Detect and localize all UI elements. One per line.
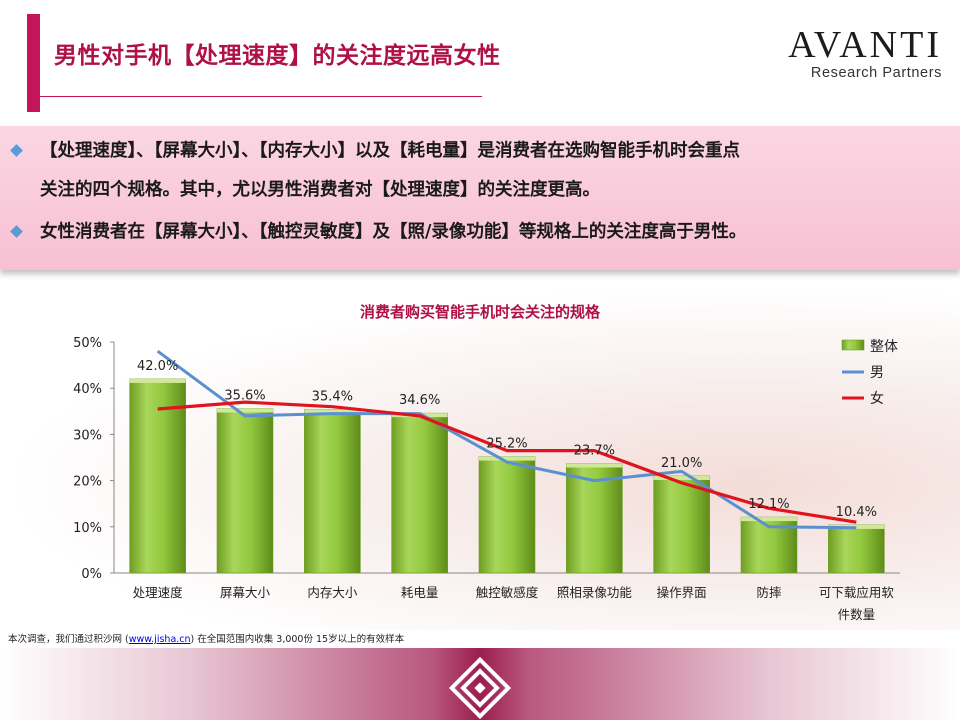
footnote-text-before: 本次调查，我们通过积沙网 (	[8, 634, 129, 645]
page-title: 男性对手机【处理速度】的关注度远高女性	[54, 43, 501, 69]
footnote-text-after: ) 在全国范围内收集 3,000份 15岁以上的有效样本	[190, 634, 405, 645]
bar-top-highlight	[217, 408, 273, 413]
bar-overall	[828, 524, 885, 574]
finding-line-3: 女性消费者在【屏幕大小】、【触控灵敏度】及【照/录像功能】等规格上的关注度高于男…	[40, 222, 747, 242]
bar-overall	[478, 456, 536, 574]
x-category-label: 照相录像功能	[557, 585, 633, 600]
y-tick-label: 30%	[73, 428, 102, 443]
data-label: 42.0%	[137, 359, 178, 374]
bar-overall	[129, 378, 186, 574]
bar-top-highlight	[566, 463, 623, 468]
data-label: 12.1%	[748, 497, 789, 512]
data-label: 10.4%	[836, 505, 877, 520]
company-logo: AVANTI Research Partners	[788, 25, 942, 81]
x-category-label: 耗电量	[401, 585, 439, 600]
survey-footnote: 本次调查，我们通过积沙网 (www.jisha.cn) 在全国范围内收集 3,0…	[8, 631, 404, 645]
legend-label: 女	[870, 390, 884, 407]
data-label: 25.2%	[486, 437, 527, 452]
bar-top-highlight	[828, 524, 885, 529]
bar-top-highlight	[129, 378, 186, 383]
bullet-diamond-icon	[10, 144, 23, 157]
x-category-label: 内存大小	[307, 585, 358, 600]
bar-overall	[653, 475, 710, 574]
footer-emblem-icon	[448, 656, 512, 720]
spec-attention-chart: 消费者购买智能手机时会关注的规格 0% 10% 20% 30% 40% 50% 42.0% 35…	[73, 303, 900, 622]
data-label: 21.0%	[661, 456, 702, 471]
y-tick-label: 20%	[73, 475, 102, 490]
legend-swatch-overall	[841, 339, 865, 351]
series-line-female	[157, 400, 857, 524]
finding-line-1: 【处理速度】、【屏幕大小】、【内存大小】以及【耗电量】是消费者在选购智能手机时会…	[40, 141, 740, 161]
bar-top-highlight	[479, 456, 535, 461]
y-tick-label: 0%	[81, 567, 102, 582]
bar-overall	[216, 408, 274, 574]
jisha-link[interactable]: www.jisha.cn	[128, 634, 191, 645]
data-label: 35.4%	[312, 389, 353, 404]
x-category-label: 可下载应用软	[819, 585, 895, 600]
legend-label: 整体	[870, 339, 898, 355]
logo-main-text: AVANTI	[788, 24, 942, 66]
chart-title: 消费者购买智能手机时会关注的规格	[360, 303, 601, 321]
x-category-label: 处理速度	[133, 585, 184, 600]
legend-label: 男	[870, 365, 884, 381]
bar-top-highlight	[653, 475, 710, 480]
bar-top-highlight	[304, 409, 361, 414]
bullet-diamond-icon	[10, 225, 23, 238]
title-underline	[27, 96, 482, 97]
x-category-label: 操作界面	[657, 585, 707, 600]
y-tick-label: 50%	[73, 336, 102, 351]
x-category-label: 屏幕大小	[220, 585, 271, 600]
series-line-male	[156, 349, 857, 530]
logo-sub-text: Research Partners	[810, 65, 942, 81]
bar-top-highlight	[741, 517, 797, 522]
bar-overall	[391, 412, 448, 574]
y-tick-label: 40%	[73, 382, 102, 397]
title-accent-bar	[27, 14, 40, 112]
data-label: 35.6%	[224, 389, 265, 404]
x-category-label: 件数量	[838, 607, 876, 622]
bar-overall	[304, 409, 361, 574]
x-category-label: 防摔	[756, 585, 781, 600]
key-findings-box: 【处理速度】、【屏幕大小】、【内存大小】以及【耗电量】是消费者在选购智能手机时会…	[0, 126, 960, 270]
data-label: 34.6%	[399, 393, 440, 408]
x-category-label: 触控敏感度	[476, 585, 539, 600]
data-label: 23.7%	[574, 444, 615, 459]
finding-line-2: 关注的四个规格。其中，尤以男性消费者对【处理速度】的关注度更高。	[40, 180, 600, 200]
y-tick-label: 10%	[73, 521, 102, 536]
